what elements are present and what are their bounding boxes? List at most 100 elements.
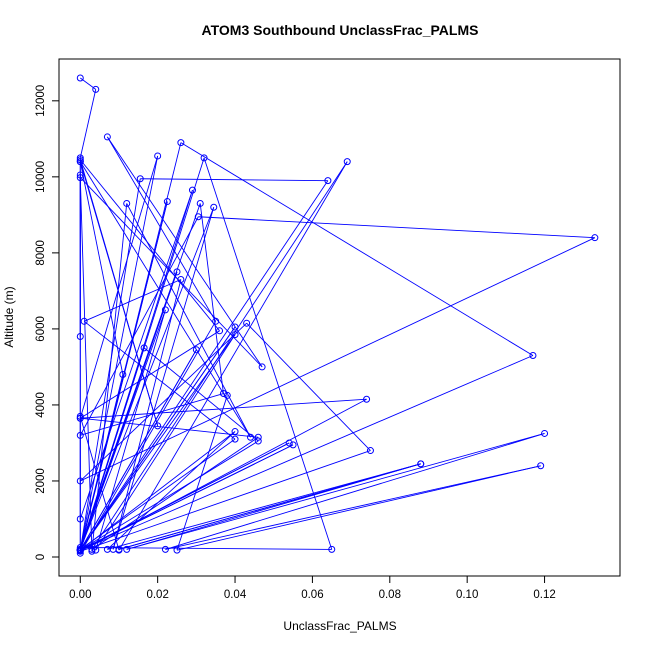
y-tick-label: 8000 xyxy=(35,240,47,266)
series-line-segment xyxy=(79,178,141,551)
data-point xyxy=(76,414,84,422)
data-point xyxy=(343,158,351,166)
series-line-segment xyxy=(79,180,329,551)
data-point xyxy=(529,352,537,360)
series-line-segment xyxy=(165,433,545,550)
series-line-segment xyxy=(79,89,97,158)
data-point xyxy=(76,333,84,341)
series-line-segment xyxy=(79,349,197,551)
data-point xyxy=(76,174,84,182)
series-line-segment xyxy=(199,203,224,394)
data-point xyxy=(76,74,84,82)
data-point xyxy=(88,547,96,555)
x-axis-label: UnclassFrac_PALMS xyxy=(283,619,396,633)
data-point xyxy=(92,85,100,93)
data-point xyxy=(76,154,84,162)
series-line-segment xyxy=(79,334,236,551)
data-point xyxy=(123,545,131,553)
series-line-segment xyxy=(112,207,215,550)
series-line-segment xyxy=(80,393,224,436)
data-point xyxy=(231,435,239,443)
data-point xyxy=(223,391,231,399)
series-line-segment xyxy=(126,463,421,550)
series-line-segment xyxy=(118,161,348,551)
data-point xyxy=(76,158,84,166)
data-point xyxy=(119,371,127,379)
data-point xyxy=(231,428,239,436)
data-point xyxy=(76,515,84,523)
series-line-segment xyxy=(180,142,534,356)
x-tick-label: 0.04 xyxy=(224,589,247,601)
data-point xyxy=(76,171,84,179)
data-point xyxy=(76,546,84,554)
data-point xyxy=(154,152,162,160)
y-axis-label: Altitude (m) xyxy=(2,286,16,347)
series-line-segment xyxy=(246,322,371,451)
data-point xyxy=(285,439,293,447)
y-tick-label: 12000 xyxy=(35,85,47,117)
series-line-segment xyxy=(79,203,201,548)
data-point xyxy=(88,545,96,553)
series-line-segment xyxy=(126,433,545,550)
data-point xyxy=(188,186,196,194)
chart-title: ATOM3 Southbound UnclassFrac_PALMS xyxy=(202,22,479,38)
series-line-segment xyxy=(80,237,596,482)
series-line-segment xyxy=(107,431,236,550)
series-line-segment xyxy=(79,216,199,436)
series-line-segment xyxy=(79,416,120,551)
data-point xyxy=(196,199,204,207)
data-point xyxy=(210,203,218,211)
series-line-segment xyxy=(198,216,595,239)
x-tick-label: 0.08 xyxy=(379,589,401,601)
series-line-segment xyxy=(79,321,217,554)
x-axis: 0.00 0.02 0.04 0.06 0.08 0.10 0.12 xyxy=(69,575,556,601)
data-point xyxy=(366,447,374,455)
series-line-segment xyxy=(79,190,193,520)
data-point xyxy=(136,175,144,183)
series-line-segment xyxy=(165,465,541,550)
x-tick-label: 0.00 xyxy=(69,589,91,601)
data-point xyxy=(231,323,239,331)
series-line-segment xyxy=(79,161,124,375)
data-point xyxy=(177,275,185,283)
data-point xyxy=(92,546,100,554)
series-line-segment xyxy=(80,547,332,550)
series-line-segment xyxy=(140,178,328,182)
data-point xyxy=(324,177,332,185)
data-point xyxy=(231,331,239,339)
series-line-segment xyxy=(95,309,166,551)
series-line-segment xyxy=(143,347,259,442)
data-point xyxy=(194,213,202,221)
data-point xyxy=(591,234,599,242)
series-line-segment xyxy=(95,334,236,551)
data-point xyxy=(177,139,185,147)
series-line-segment xyxy=(106,136,217,322)
series-line-segment xyxy=(106,136,263,368)
series-line-segment xyxy=(83,320,236,440)
y-axis: 0 2000 4000 6000 8000 10000 12000 xyxy=(35,85,60,560)
data-point xyxy=(192,346,200,354)
data-point xyxy=(541,429,549,437)
y-tick-label: 6000 xyxy=(35,316,47,342)
data-point xyxy=(163,198,171,206)
data-point xyxy=(115,545,123,553)
data-point xyxy=(103,545,111,553)
data-point xyxy=(76,477,84,485)
x-tick-label: 0.02 xyxy=(146,589,168,601)
series-line-segment xyxy=(79,326,236,551)
series-line-segment xyxy=(176,395,228,551)
data-point xyxy=(123,199,131,207)
data-point xyxy=(328,545,336,553)
data-point xyxy=(173,268,181,276)
data-point xyxy=(289,441,297,449)
y-tick-label: 2000 xyxy=(35,468,47,494)
series-line-segment xyxy=(107,463,421,550)
data-point xyxy=(173,546,181,554)
series-line-segment xyxy=(83,279,182,322)
series-line-segment xyxy=(79,155,159,419)
data-point xyxy=(243,319,251,327)
data-point xyxy=(363,395,371,403)
data-point xyxy=(161,306,169,314)
data-point xyxy=(76,156,84,164)
